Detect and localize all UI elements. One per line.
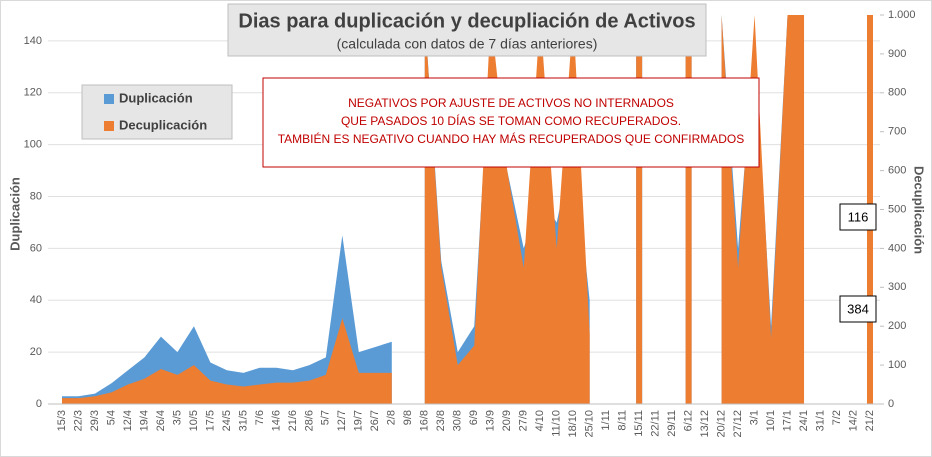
area bbox=[62, 15, 873, 404]
x-tick-label: 30/8 bbox=[452, 410, 464, 431]
x-tick-label: 29/3 bbox=[89, 410, 101, 431]
y2-tick-label: 600 bbox=[888, 165, 906, 177]
x-tick-label: 15/11 bbox=[633, 410, 645, 437]
y2-axis-label: Decuplicación bbox=[912, 166, 927, 254]
legend-label: Duplicación bbox=[119, 90, 193, 105]
x-tick-label: 18/10 bbox=[567, 410, 579, 438]
y2-tick-label: 300 bbox=[888, 281, 906, 293]
y-tick-label: 0 bbox=[36, 398, 42, 410]
x-tick-label: 21/6 bbox=[287, 410, 299, 431]
x-tick-label: 11/10 bbox=[551, 410, 563, 437]
y2-tick-label: 0 bbox=[888, 398, 894, 410]
value-box-label: 116 bbox=[848, 209, 869, 224]
x-tick-label: 12/7 bbox=[336, 410, 348, 431]
x-tick-label: 27/9 bbox=[518, 410, 530, 431]
x-tick-label: 9/8 bbox=[402, 410, 414, 425]
x-tick-label: 2/8 bbox=[386, 410, 398, 425]
x-tick-label: 26/7 bbox=[369, 410, 381, 431]
x-tick-label: 1/11 bbox=[600, 410, 612, 431]
x-tick-label: 5/4 bbox=[105, 410, 117, 425]
note-line: TAMBIÉN ES NEGATIVO CUANDO HAY MÁS RECUP… bbox=[278, 131, 745, 146]
y-tick-label: 100 bbox=[24, 139, 42, 151]
x-tick-label: 22/11 bbox=[650, 410, 662, 437]
y2-tick-label: 700 bbox=[888, 126, 906, 138]
x-tick-label: 24/1 bbox=[798, 410, 810, 431]
x-tick-label: 7/6 bbox=[254, 410, 266, 425]
note-box bbox=[262, 77, 760, 168]
x-tick-label: 3/5 bbox=[171, 410, 183, 425]
x-tick-label: 19/4 bbox=[138, 410, 150, 431]
chart-title: Dias para duplicación y decupliación de … bbox=[238, 10, 695, 32]
x-tick-label: 17/1 bbox=[781, 410, 793, 431]
x-tick-label: 28/6 bbox=[303, 410, 315, 431]
x-tick-label: 23/8 bbox=[435, 410, 447, 431]
y-tick-label: 60 bbox=[30, 242, 42, 254]
y-tick-label: 20 bbox=[30, 346, 42, 358]
chart-subtitle: (calculada con datos de 7 días anteriore… bbox=[337, 36, 598, 52]
y-tick-label: 80 bbox=[30, 190, 42, 202]
x-tick-label: 10/1 bbox=[765, 410, 777, 431]
x-tick-label: 31/1 bbox=[814, 410, 826, 431]
legend-label: Decuplicación bbox=[119, 117, 207, 132]
y2-tick-label: 1.000 bbox=[888, 9, 916, 21]
x-tick-label: 31/5 bbox=[237, 410, 249, 431]
y-tick-label: 40 bbox=[30, 294, 42, 306]
y2-tick-label: 800 bbox=[888, 87, 906, 99]
x-tick-label: 7/2 bbox=[831, 410, 843, 425]
area bbox=[62, 15, 873, 404]
x-tick-label: 25/10 bbox=[584, 410, 596, 438]
x-tick-label: 20/12 bbox=[715, 410, 727, 438]
y-tick-label: 140 bbox=[24, 35, 42, 47]
y2-tick-label: 900 bbox=[888, 48, 906, 60]
y-axis-label: Duplicación bbox=[7, 177, 22, 251]
x-tick-label: 8/11 bbox=[617, 410, 629, 431]
x-tick-label: 6/9 bbox=[468, 410, 480, 425]
x-tick-label: 12/4 bbox=[122, 410, 134, 431]
x-tick-label: 16/8 bbox=[419, 410, 431, 431]
value-box bbox=[839, 203, 877, 231]
value-box bbox=[839, 295, 877, 323]
x-tick-label: 17/5 bbox=[204, 410, 216, 431]
x-tick-label: 14/6 bbox=[270, 410, 282, 431]
x-tick-label: 19/7 bbox=[353, 410, 365, 431]
y2-tick-label: 400 bbox=[888, 242, 906, 254]
x-tick-label: 14/2 bbox=[847, 410, 859, 431]
y2-tick-label: 100 bbox=[888, 359, 906, 371]
x-tick-label: 13/12 bbox=[699, 410, 711, 438]
note-line: NEGATIVOS POR AJUSTE DE ACTIVOS NO INTER… bbox=[348, 96, 674, 110]
legend-swatch bbox=[104, 121, 114, 131]
value-box-label: 384 bbox=[847, 301, 869, 316]
title-box bbox=[227, 3, 707, 57]
x-tick-label: 10/5 bbox=[188, 410, 200, 431]
x-tick-label: 27/12 bbox=[732, 410, 744, 438]
x-tick-label: 3/1 bbox=[748, 410, 760, 425]
x-tick-label: 29/11 bbox=[666, 410, 678, 437]
x-tick-label: 13/9 bbox=[485, 410, 497, 431]
x-tick-label: 6/12 bbox=[683, 410, 695, 431]
x-tick-label: 5/7 bbox=[320, 410, 332, 425]
x-tick-label: 21/2 bbox=[864, 410, 876, 431]
y2-tick-label: 200 bbox=[888, 320, 906, 332]
note-line: QUE PASADOS 10 DÍAS SE TOMAN COMO RECUPE… bbox=[341, 113, 681, 128]
legend-swatch bbox=[104, 94, 114, 104]
y2-tick-label: 500 bbox=[888, 203, 906, 215]
x-tick-label: 22/3 bbox=[72, 410, 84, 431]
x-tick-label: 15/3 bbox=[56, 410, 68, 431]
x-tick-label: 20/9 bbox=[501, 410, 513, 431]
y-tick-label: 120 bbox=[24, 87, 42, 99]
x-tick-label: 4/10 bbox=[534, 410, 546, 431]
x-tick-label: 24/5 bbox=[221, 410, 233, 431]
x-tick-label: 26/4 bbox=[155, 410, 167, 431]
